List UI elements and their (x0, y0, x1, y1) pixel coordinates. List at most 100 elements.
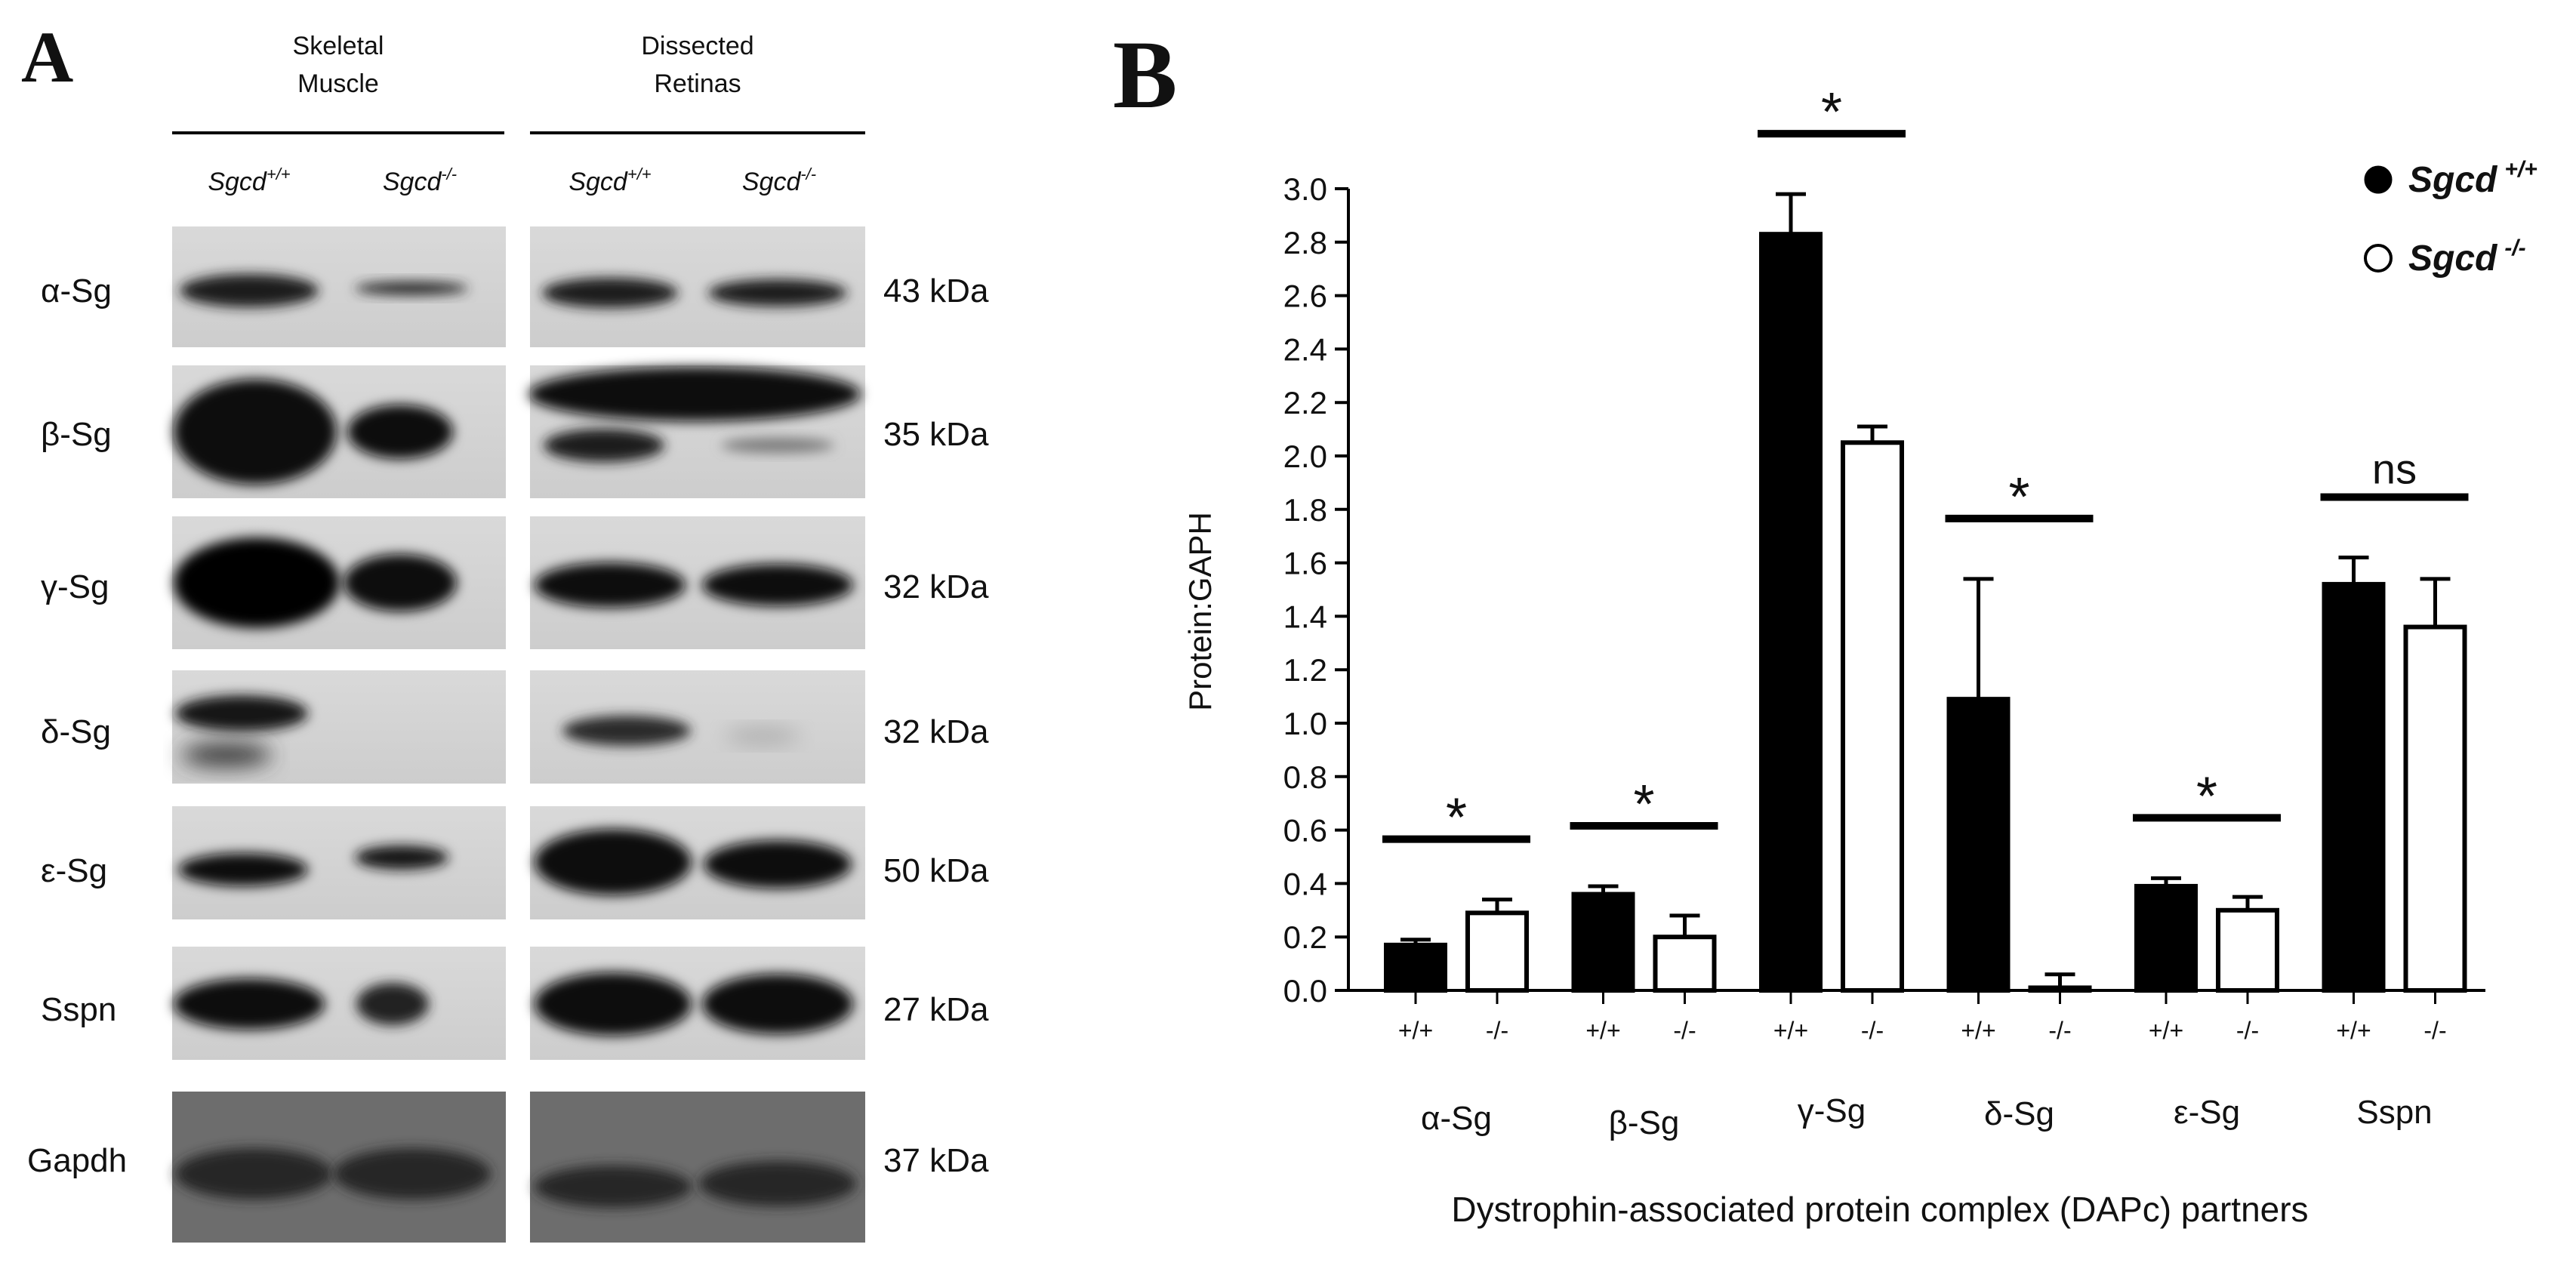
band (528, 367, 861, 421)
y-tick-label: 1.2 (1283, 652, 1327, 688)
blot-row-kda-gapdh: 37 kDa (883, 1142, 989, 1179)
category-label: Sspn (2356, 1094, 2432, 1131)
blot-row-kda-sspn: 27 kDa (883, 991, 989, 1028)
legend-swatch-ko (2364, 244, 2393, 273)
significance-markers: * * * * * ns (1382, 82, 2469, 848)
bar (2216, 907, 2279, 993)
band (535, 972, 692, 1036)
band (544, 429, 664, 462)
band (356, 983, 429, 1025)
y-tick-label: 1.4 (1283, 599, 1327, 634)
bar-sublabels: +/+ -/- +/+ -/- +/+ -/- +/+ -/- +/+ -/- +/+ -/- (1398, 990, 2447, 1044)
band (175, 1148, 332, 1200)
group-title-skeletal-line1: Skeletal (293, 32, 384, 60)
y-tick-label: 1.8 (1283, 492, 1327, 528)
band (702, 974, 853, 1034)
band (542, 278, 678, 308)
bar-sublabel: +/+ (1585, 1017, 1620, 1044)
band (725, 728, 800, 744)
blot-row-label-delta: δ-Sg (41, 713, 111, 750)
blot-row-kda-gamma: 32 kDa (883, 568, 989, 605)
band (344, 554, 457, 611)
significance-marker: * (1446, 788, 1467, 848)
bar-sublabel: -/- (1861, 1017, 1884, 1044)
bar-sublabel: +/+ (2336, 1017, 2371, 1044)
blot-row-label-beta: β-Sg (41, 416, 112, 453)
significance-marker: * (2008, 467, 2029, 528)
band (721, 438, 834, 453)
y-tick-label: 2.4 (1283, 331, 1327, 367)
category-label: α-Sg (1421, 1100, 1492, 1137)
genotype-label-ret-ko: Sgcd-/- (742, 165, 816, 196)
y-tick-label: 2.6 (1283, 279, 1327, 314)
band (699, 1161, 856, 1206)
y-tick-label: 2.8 (1283, 225, 1327, 260)
y-tick-label: 2.2 (1283, 385, 1327, 420)
x-axis-title: Dystrophin-associated protein complex (D… (1451, 1190, 2308, 1229)
band (178, 853, 308, 886)
bar-sublabel: -/- (2423, 1017, 2446, 1044)
band (535, 1166, 692, 1208)
genotype-label-ret-wt: Sgcd+/+ (569, 165, 651, 196)
blot-row-label-epsilon: ε-Sg (41, 852, 107, 889)
y-tick-label: 1.0 (1283, 706, 1327, 741)
legend-label-ko: Sgcd -/- (2408, 236, 2526, 279)
y-tick-label: 2.0 (1283, 439, 1327, 474)
y-tick-label: 0.8 (1283, 759, 1327, 795)
group-title-retinas-line1: Dissected (641, 32, 753, 60)
blot-row-label-gamma: γ-Sg (41, 568, 109, 605)
y-axis-ticks: 0.0 0.2 0.4 0.6 0.8 1.0 1.2 1.4 1.6 1.8 2.0 2.2 2.4 2… (1283, 171, 1348, 1009)
bar-sublabel: +/+ (2149, 1017, 2183, 1044)
y-tick-label: 0.2 (1283, 919, 1327, 955)
bar (1571, 892, 1635, 993)
genotype-label-sm-ko: Sgcd-/- (383, 165, 457, 196)
bar (1841, 440, 1904, 993)
bar-sublabel: +/+ (1961, 1017, 1995, 1044)
bar-sublabel: -/- (2048, 1017, 2071, 1044)
y-tick-label: 3.0 (1283, 171, 1327, 207)
band (355, 845, 448, 870)
band (334, 1148, 491, 1200)
band (174, 978, 325, 1030)
bar-sublabel: +/+ (1398, 1017, 1433, 1044)
category-label: δ-Sg (1984, 1095, 2054, 1132)
blot-row-label-alpha: α-Sg (41, 273, 112, 310)
legend-label-wt: Sgcd +/+ (2408, 157, 2537, 200)
category-label: γ-Sg (1798, 1092, 1866, 1129)
bar (2403, 624, 2467, 993)
blot-row-kda-beta: 35 kDa (883, 416, 989, 453)
significance-marker: * (2196, 766, 2217, 827)
bar-sublabel: -/- (1486, 1017, 1508, 1044)
band (702, 564, 853, 606)
blot-row-label-sspn: Sspn (41, 991, 116, 1028)
blot-row-kda-alpha: 43 kDa (883, 273, 989, 310)
band (708, 279, 847, 306)
panel-a-letter: A (21, 17, 73, 97)
bar-sublabel: -/- (2236, 1017, 2259, 1044)
chart-legend: Sgcd +/+ Sgcd -/- (2364, 157, 2537, 279)
y-tick-label: 0.6 (1283, 813, 1327, 848)
significance-marker: * (1633, 775, 1654, 835)
y-tick-label: 0.4 (1283, 866, 1327, 901)
blot-row-kda-epsilon: 50 kDa (883, 852, 989, 889)
band (347, 405, 453, 459)
bar (1465, 910, 1529, 993)
band (704, 840, 852, 888)
category-labels: α-Sg β-Sg γ-Sg δ-Sg ε-Sg Sspn (1421, 1092, 2433, 1141)
category-label: β-Sg (1609, 1104, 1680, 1141)
bar (2134, 883, 2198, 993)
panel-b-letter: B (1113, 21, 1177, 128)
panel-a-western-blot: A Skeletal Muscle Dissected Retinas Sgcd… (21, 17, 989, 1243)
significance-marker: * (1821, 82, 1842, 143)
band (562, 716, 691, 746)
blot-row-kda-delta: 32 kDa (883, 713, 989, 750)
band (175, 695, 308, 731)
bar (1384, 942, 1447, 993)
y-tick-label: 0.0 (1283, 973, 1327, 1009)
bar-sublabel: -/- (1673, 1017, 1696, 1044)
bar (1759, 232, 1823, 993)
band (174, 379, 337, 485)
band (180, 274, 319, 307)
legend-swatch-wt (2364, 165, 2393, 194)
